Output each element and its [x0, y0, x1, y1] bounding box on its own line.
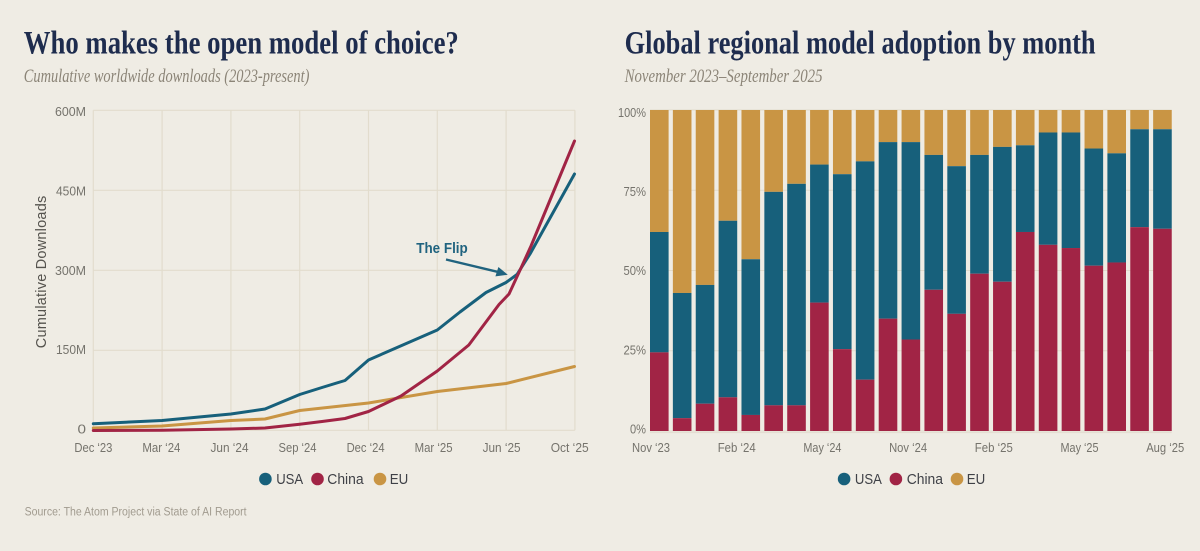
svg-text:EU: EU — [390, 472, 409, 488]
svg-text:May ‘25: May ‘25 — [1061, 441, 1099, 455]
svg-text:25%: 25% — [624, 342, 647, 357]
svg-text:Cumulative worldwide downloads: Cumulative worldwide downloads (2023-pre… — [24, 67, 310, 87]
svg-text:Sep ‘24: Sep ‘24 — [279, 441, 317, 455]
svg-text:150M: 150M — [56, 342, 86, 357]
svg-text:Dec ‘24: Dec ‘24 — [347, 441, 385, 455]
svg-text:0%: 0% — [630, 421, 646, 436]
svg-text:China: China — [907, 472, 944, 488]
svg-text:Global regional model adoption: Global regional model adoption by month — [625, 26, 1096, 62]
svg-text:Who makes the open model of ch: Who makes the open model of choice? — [24, 26, 459, 62]
svg-text:Mar ‘25: Mar ‘25 — [415, 441, 453, 455]
svg-text:Feb ‘24: Feb ‘24 — [718, 441, 756, 455]
svg-text:The Flip: The Flip — [416, 241, 468, 257]
svg-text:Oct ‘25: Oct ‘25 — [551, 441, 589, 455]
svg-text:0: 0 — [78, 421, 87, 436]
svg-text:Aug ‘25: Aug ‘25 — [1146, 441, 1184, 455]
svg-text:100%: 100% — [618, 105, 646, 120]
svg-text:50%: 50% — [624, 263, 647, 278]
svg-text:China: China — [327, 472, 364, 488]
svg-text:Mar ‘24: Mar ‘24 — [142, 441, 180, 455]
svg-text:November 2023–September 2025: November 2023–September 2025 — [624, 67, 823, 87]
svg-text:Cumulative Downloads: Cumulative Downloads — [34, 196, 50, 349]
svg-text:300M: 300M — [55, 263, 86, 278]
svg-text:600M: 600M — [55, 104, 86, 119]
svg-text:450M: 450M — [56, 183, 86, 198]
svg-text:75%: 75% — [624, 184, 647, 199]
svg-text:Nov ‘24: Nov ‘24 — [889, 441, 927, 455]
svg-text:Nov ‘23: Nov ‘23 — [632, 441, 670, 455]
svg-text:May ‘24: May ‘24 — [803, 441, 841, 455]
svg-text:Feb ‘25: Feb ‘25 — [975, 441, 1013, 455]
svg-text:Source: The Atom Project via S: Source: The Atom Project via State of AI… — [25, 506, 248, 518]
svg-text:USA: USA — [276, 472, 303, 488]
svg-text:USA: USA — [855, 472, 882, 488]
svg-text:EU: EU — [967, 472, 986, 488]
svg-text:Jun ‘24: Jun ‘24 — [211, 441, 249, 455]
svg-text:Dec ‘23: Dec ‘23 — [74, 441, 112, 455]
svg-text:Jun ‘25: Jun ‘25 — [483, 441, 521, 455]
